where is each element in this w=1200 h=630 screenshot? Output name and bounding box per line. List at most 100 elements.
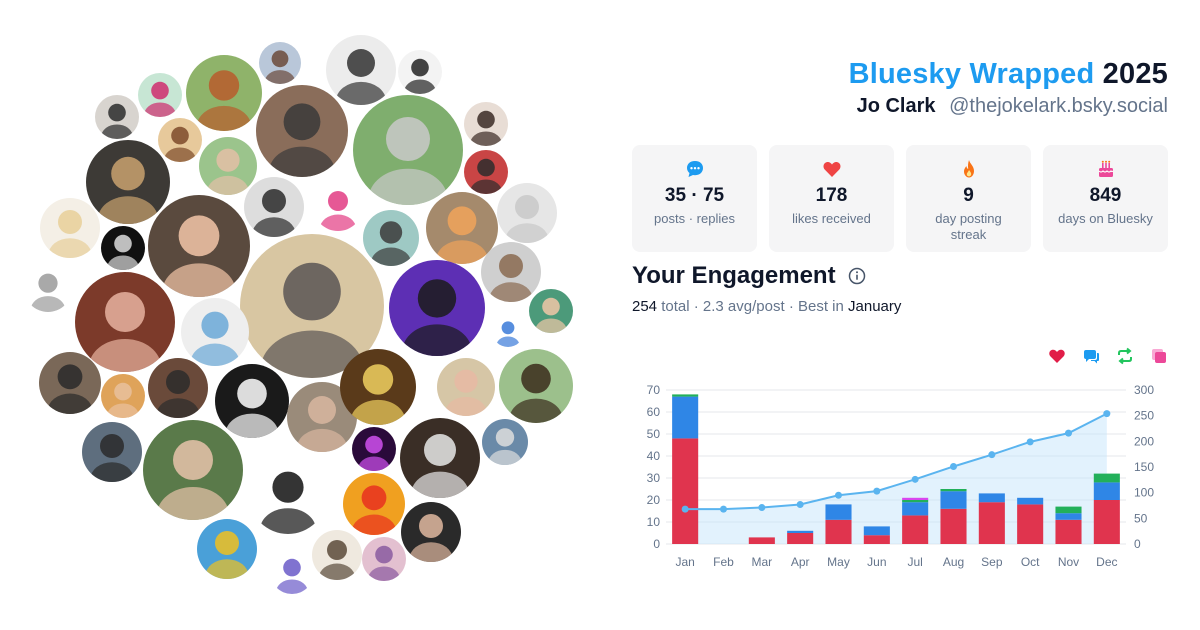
avatar[interactable] <box>181 298 249 366</box>
avatar[interactable] <box>426 192 498 264</box>
avatar[interactable] <box>287 382 357 452</box>
avatar[interactable] <box>143 420 243 520</box>
avatar[interactable] <box>256 85 348 177</box>
avatar-picture <box>529 289 573 333</box>
best-month: January <box>848 298 902 315</box>
avatar[interactable] <box>464 102 508 146</box>
avatar[interactable] <box>259 42 301 84</box>
avatar[interactable] <box>82 422 142 482</box>
stat-label: day posting streak <box>935 211 1002 242</box>
cumulative-line <box>685 412 1108 511</box>
engagement-summary: 254 total · 2.3 avg/post · Best in Janua… <box>632 298 901 315</box>
avatar[interactable] <box>138 73 182 117</box>
avatar[interactable] <box>75 272 175 372</box>
cumulative-point <box>1026 438 1034 446</box>
avatar[interactable] <box>464 150 508 194</box>
avatar-picture <box>82 422 142 482</box>
avatar[interactable] <box>497 183 557 243</box>
avatar[interactable] <box>240 234 384 378</box>
avatar-picture <box>148 195 250 297</box>
stat-value: 9 <box>963 185 974 206</box>
info-icon[interactable] <box>848 267 866 285</box>
avatar[interactable] <box>362 537 406 581</box>
avatar-picture <box>313 181 363 231</box>
x-tick-label: Jul <box>907 555 922 569</box>
avatar[interactable] <box>249 456 327 534</box>
bar-segment <box>863 526 890 536</box>
avatar[interactable] <box>363 210 419 266</box>
avatar[interactable] <box>40 198 100 258</box>
avatar-picture <box>249 456 327 534</box>
avatar[interactable] <box>39 352 101 414</box>
avatar-picture <box>340 349 416 425</box>
avatar-picture <box>353 95 463 205</box>
flame-icon <box>963 160 974 178</box>
avatar-picture <box>186 55 262 131</box>
cake-icon <box>1098 160 1113 177</box>
avatar-picture <box>240 234 384 378</box>
avatar-picture <box>343 473 405 535</box>
avatar[interactable] <box>389 260 485 356</box>
bar-segment <box>978 493 1005 503</box>
avatar[interactable] <box>244 177 304 237</box>
avatar[interactable] <box>158 118 202 162</box>
stat-value: 35 · 75 <box>664 185 725 206</box>
avatar[interactable] <box>353 95 463 205</box>
bar-segment <box>787 530 814 533</box>
avatar[interactable] <box>529 289 573 333</box>
y-tick-label: 20 <box>647 493 661 507</box>
avatar[interactable] <box>482 419 528 465</box>
avatar[interactable] <box>400 418 480 498</box>
avatar[interactable] <box>481 242 541 302</box>
avatar[interactable] <box>401 502 461 562</box>
avatar-picture <box>199 137 257 195</box>
avatar[interactable] <box>24 264 72 312</box>
avatar-picture <box>143 420 243 520</box>
avatar[interactable] <box>95 95 139 139</box>
avatar[interactable] <box>340 349 416 425</box>
avatar[interactable] <box>101 374 145 418</box>
avatar[interactable] <box>101 226 145 270</box>
cumulative-point <box>835 491 842 499</box>
user-handle[interactable]: @thejokelark.bsky.social <box>949 95 1168 117</box>
avatar[interactable] <box>312 530 362 580</box>
heart-icon <box>822 161 841 177</box>
avatar[interactable] <box>437 358 495 416</box>
bar-segment <box>787 533 814 544</box>
avatar[interactable] <box>398 50 442 94</box>
avatar-cloud <box>24 35 573 594</box>
avatar[interactable] <box>313 181 363 231</box>
avatar[interactable] <box>492 315 524 347</box>
avatar-picture <box>464 102 508 146</box>
y2-tick-label: 100 <box>1134 486 1154 500</box>
avatar[interactable] <box>215 364 289 438</box>
stat-value: 178 <box>815 185 848 206</box>
legend-quotes[interactable] <box>1150 347 1168 365</box>
avatar[interactable] <box>86 140 170 224</box>
avatar[interactable] <box>197 519 257 579</box>
avatar[interactable] <box>186 55 262 131</box>
x-tick-label: Dec <box>1096 555 1117 569</box>
reply-icon <box>1084 350 1099 364</box>
avatar[interactable] <box>270 550 314 594</box>
bar-segment <box>940 489 967 492</box>
avatar-picture <box>499 349 573 423</box>
speech-bubble-icon <box>686 161 703 177</box>
legend-reposts[interactable] <box>1116 347 1134 365</box>
cumulative-point <box>873 487 881 495</box>
separator: · <box>788 298 794 315</box>
avatar-picture <box>181 298 249 366</box>
cumulative-point <box>720 505 727 513</box>
avatar[interactable] <box>148 358 208 418</box>
bar-segment <box>902 497 929 500</box>
legend-replies[interactable] <box>1082 347 1100 365</box>
avatar[interactable] <box>499 349 573 423</box>
avatar[interactable] <box>343 473 405 535</box>
avatar[interactable] <box>326 35 396 105</box>
avatar[interactable] <box>352 427 396 471</box>
avatar[interactable] <box>199 137 257 195</box>
user-identity: Jo Clark @thejokelark.bsky.social <box>857 95 1168 118</box>
legend-likes[interactable] <box>1048 347 1066 365</box>
stat-card-likes: 178 likes received <box>769 145 894 252</box>
avatar[interactable] <box>148 195 250 297</box>
